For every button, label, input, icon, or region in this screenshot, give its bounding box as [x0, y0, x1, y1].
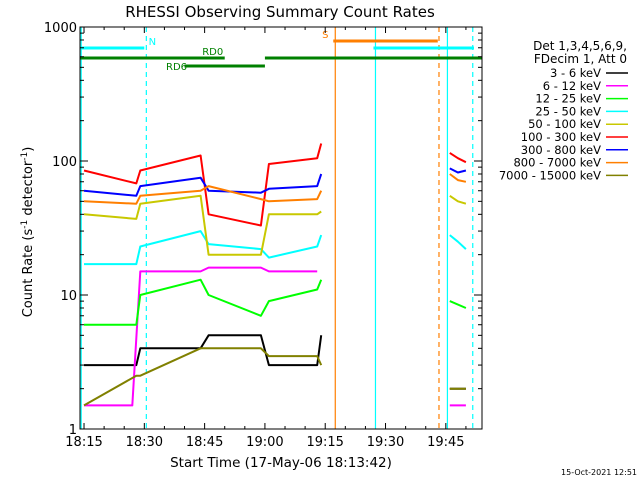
legend-header-1: Det 1,3,4,5,6,9, — [533, 39, 627, 53]
x-tick-label-2: 18:45 — [186, 435, 223, 450]
legend-label-6: 300 - 800 keV — [521, 143, 601, 157]
series-line-4-seg-1 — [449, 194, 467, 205]
legend: Det 1,3,4,5,6,9, FDecim 1, Att 0 3 - 6 k… — [499, 39, 628, 182]
series-line-5-seg-0 — [83, 143, 323, 227]
series-line-0-seg-0 — [84, 334, 323, 367]
legend-label-3: 25 - 50 keV — [535, 104, 601, 118]
x-axis-label: Start Time (17-May-06 18:13:42) — [170, 455, 392, 471]
series-line-7-seg-0 — [83, 185, 323, 205]
footer-timestamp: 15-Oct-2021 12:51 — [561, 468, 637, 477]
series-line-4-seg-0 — [83, 194, 322, 256]
series-line-2-seg-0 — [84, 278, 323, 326]
series-line-6-seg-1 — [449, 167, 467, 174]
chart-title: RHESSI Observing Summary Count Rates — [125, 3, 435, 21]
series-line-5-seg-1 — [449, 152, 467, 164]
x-tick-label-1: 18:30 — [126, 435, 163, 450]
time-markers — [80, 27, 474, 429]
legend-label-5: 100 - 300 keV — [521, 130, 601, 144]
y-tick-label-1: 10 — [60, 289, 77, 304]
flag-label-S: S — [322, 30, 328, 41]
x-tick-label-4: 19:15 — [306, 435, 343, 450]
series-line-7-seg-1 — [449, 173, 467, 183]
legend-header-2: FDecim 1, Att 0 — [534, 52, 627, 66]
legend-label-1: 6 - 12 keV — [543, 79, 601, 93]
series-line-6-seg-0 — [83, 173, 323, 197]
series-line-3-seg-1 — [449, 234, 467, 250]
legend-label-2: 12 - 25 keV — [535, 92, 601, 106]
series-line-1-seg-0 — [84, 266, 318, 407]
series-line-8-seg-0 — [83, 347, 323, 407]
series-line-3-seg-0 — [84, 230, 323, 266]
flag-label-N: N — [149, 37, 156, 48]
series-line-2-seg-1 — [449, 300, 467, 309]
legend-label-7: 800 - 7000 keV — [513, 156, 601, 170]
y-tick-label-2: 100 — [52, 155, 77, 170]
legend-label-0: 3 - 6 keV — [550, 66, 601, 80]
flag-label-RD0: RD0 — [202, 47, 223, 58]
x-axis-ticks: 18:15 18:30 18:45 19:00 19:15 19:30 19:45 — [65, 27, 467, 450]
y-axis-label: Count Rate (s-1 detector-1) — [20, 147, 36, 318]
flag-bars: N S RD0 RD6 — [80, 30, 482, 73]
y-tick-label-0: 1 — [69, 423, 77, 438]
y-axis-ticks: 1 10 100 1000 — [44, 21, 482, 438]
x-tick-label-6: 19:45 — [427, 435, 464, 450]
flag-label-RD6: RD6 — [166, 62, 187, 73]
series-lines — [83, 143, 467, 407]
legend-label-8: 7000 - 15000 keV — [499, 168, 601, 182]
plot-frame — [79, 26, 483, 430]
x-tick-label-5: 19:30 — [367, 435, 404, 450]
legend-label-4: 50 - 100 keV — [528, 117, 601, 131]
y-tick-label-3: 1000 — [44, 21, 77, 36]
x-tick-label-0: 18:15 — [65, 435, 102, 450]
x-tick-label-3: 19:00 — [246, 435, 283, 450]
